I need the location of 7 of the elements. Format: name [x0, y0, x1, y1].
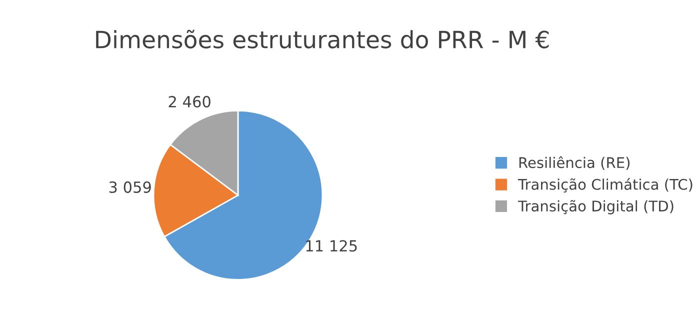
legend-label: Transição Climática (TC) — [518, 178, 692, 192]
legend-label: Transição Digital (TD) — [518, 200, 674, 214]
chart-title: Dimensões estruturantes do PRR - M € — [96, 30, 549, 48]
legend-label: Resiliência (RE) — [519, 156, 630, 170]
data-label: 3 059 — [109, 181, 151, 193]
data-label: 11 125 — [306, 240, 357, 252]
data-label: 2 460 — [168, 96, 210, 108]
